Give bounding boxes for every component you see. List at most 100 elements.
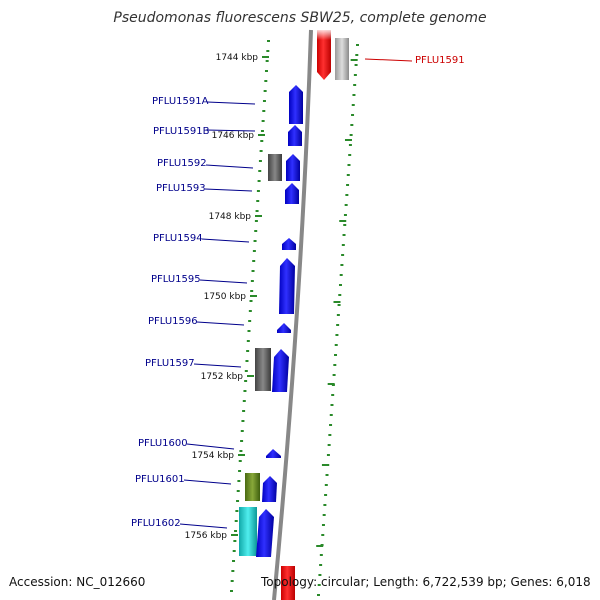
- track-dot: [264, 80, 268, 82]
- track-dot: [335, 334, 339, 336]
- track-dot: [232, 550, 236, 552]
- gene-pflu1602[interactable]: [256, 509, 274, 557]
- kbp-tick-label: 1750 kbp: [204, 292, 247, 302]
- track-dot: [354, 64, 358, 66]
- track-dot: [264, 70, 268, 72]
- gene-pflu1591-neighbor[interactable]: [335, 38, 349, 80]
- track-dot: [246, 340, 250, 342]
- track-dash: [339, 220, 347, 222]
- gene-label-leader: [196, 321, 245, 326]
- track-dot: [340, 264, 344, 266]
- track-dot: [322, 514, 326, 516]
- genome-title: Pseudomonas fluorescens SBW25, complete …: [113, 10, 487, 26]
- gene-label[interactable]: PFLU1592: [157, 158, 207, 169]
- gene-pflu1596[interactable]: [277, 323, 291, 333]
- track-dot: [334, 344, 338, 346]
- track-dot: [239, 450, 243, 452]
- gene-label-leader: [204, 188, 253, 192]
- gene-next-red[interactable]: [281, 566, 295, 600]
- gene-pflu1592-other[interactable]: [268, 154, 282, 181]
- track-dot: [244, 370, 248, 372]
- track-dot: [250, 290, 254, 292]
- gene-label[interactable]: PFLU1596: [148, 316, 198, 327]
- gene-pflu1602-other[interactable]: [239, 507, 257, 556]
- track-dot: [248, 310, 252, 312]
- gene-label[interactable]: PFLU1593: [156, 183, 206, 194]
- track-dot: [243, 390, 247, 392]
- genome-summary-text: Topology: circular; Length: 6,722,539 bp…: [261, 575, 591, 589]
- gene-label-leader: [199, 279, 248, 284]
- gene-label-leader: [193, 363, 242, 368]
- gene-pflu1601[interactable]: [262, 476, 277, 502]
- track-dot: [351, 114, 355, 116]
- track-dot: [356, 44, 359, 46]
- gene-label-leader: [186, 443, 235, 450]
- track-dot: [254, 220, 258, 222]
- gene-pflu1595[interactable]: [279, 258, 295, 314]
- gene-label[interactable]: PFLU1602: [131, 518, 181, 529]
- gene-pflu1591a[interactable]: [289, 85, 303, 124]
- track-dot: [232, 560, 236, 562]
- track-dot: [324, 484, 328, 486]
- gene-pflu1597[interactable]: [272, 349, 289, 392]
- gene-label[interactable]: PFLU1591: [415, 55, 465, 66]
- gene-pflu1600[interactable]: [266, 449, 281, 458]
- track-dot: [331, 394, 335, 396]
- gene-label[interactable]: PFLU1597: [145, 358, 195, 369]
- track-dot: [346, 184, 350, 186]
- track-dot: [345, 194, 349, 196]
- track-dot: [338, 284, 342, 286]
- track-dot: [252, 250, 256, 252]
- track-dash: [327, 383, 335, 385]
- track-dot: [260, 130, 264, 132]
- gene-label[interactable]: PFLU1591B: [153, 126, 210, 137]
- gene-pflu1593[interactable]: [285, 183, 299, 204]
- track-dot: [330, 404, 334, 406]
- gene-label[interactable]: PFLU1595: [151, 274, 201, 285]
- track-dot: [332, 374, 336, 376]
- track-dot: [258, 160, 262, 162]
- track-dot: [259, 150, 263, 152]
- track-dot: [334, 354, 338, 356]
- gene-label[interactable]: PFLU1601: [135, 474, 185, 485]
- gene-label[interactable]: PFLU1591A: [152, 96, 209, 107]
- track-dot: [318, 574, 322, 576]
- track-dot: [328, 434, 332, 436]
- track-dot: [324, 494, 328, 496]
- gene-label[interactable]: PFLU1600: [138, 438, 188, 449]
- gene-pflu1594[interactable]: [282, 238, 296, 250]
- gene-pflu1591[interactable]: [317, 30, 331, 80]
- gene-pflu1601-other[interactable]: [245, 473, 260, 501]
- track-dot: [337, 304, 341, 306]
- track-dot: [244, 380, 248, 382]
- track-dot: [242, 400, 246, 402]
- track-dot: [351, 104, 355, 106]
- gene-label[interactable]: PFLU1594: [153, 233, 203, 244]
- track-dot: [323, 504, 327, 506]
- track-dot: [236, 490, 240, 492]
- track-dot: [236, 500, 240, 502]
- track-dot: [235, 510, 239, 512]
- track-dot: [254, 230, 258, 232]
- gene-pflu1591-top-fade: [316, 30, 332, 40]
- gene-label-leader: [179, 523, 228, 529]
- gene-label-leader: [205, 164, 254, 169]
- track-dot: [250, 280, 254, 282]
- track-dot: [317, 584, 321, 586]
- gene-label-leader: [201, 238, 250, 243]
- gene-pflu1597-other[interactable]: [255, 348, 271, 391]
- gene-features: [239, 30, 349, 600]
- gene-pflu1592[interactable]: [286, 154, 300, 181]
- track-dot: [241, 420, 245, 422]
- track-dot: [262, 100, 266, 102]
- track-dash: [344, 139, 352, 141]
- gene-pflu1591b[interactable]: [288, 125, 302, 146]
- track-dot: [246, 350, 250, 352]
- kbp-tick-label: 1752 kbp: [201, 372, 244, 382]
- track-dot: [329, 414, 333, 416]
- kbp-tick-label: 1754 kbp: [192, 451, 235, 461]
- track-dot: [234, 520, 238, 522]
- kbp-tick-mark: [231, 534, 238, 536]
- track-dash: [333, 301, 341, 303]
